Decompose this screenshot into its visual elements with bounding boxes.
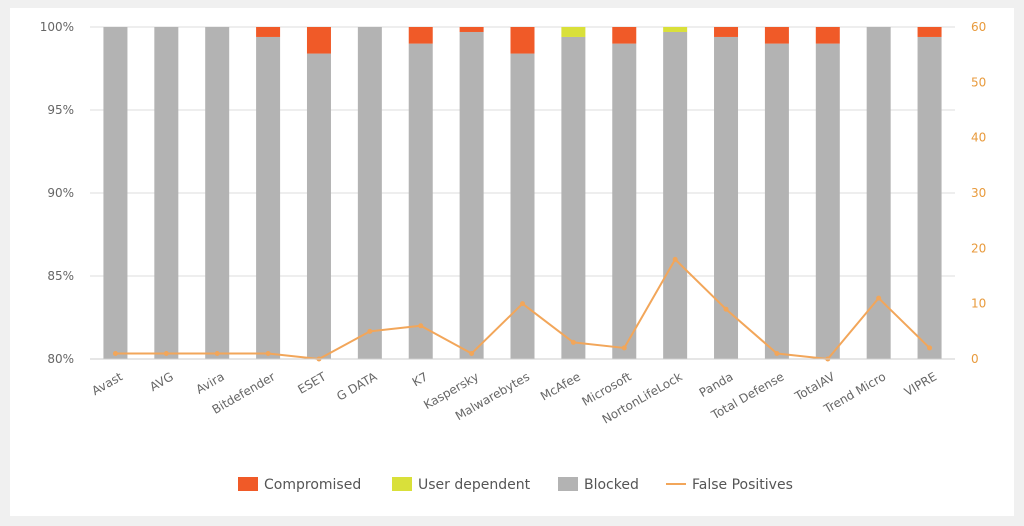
y-right-tick-label: 40: [971, 131, 986, 145]
legend-swatch-user-dependent: [392, 477, 412, 491]
x-tick-label: Avira: [194, 369, 227, 396]
y-left-tick-label: 85%: [47, 269, 74, 283]
legend-label-compromised: Compromised: [264, 477, 361, 493]
chart-card: 80% 85% 90% 95% 100% 0 10 20 30 40 50 60 Avast AVG Avi…: [10, 8, 1014, 516]
bar-blocked-avg[interactable]: [154, 27, 179, 359]
false-positives-point-avg[interactable]: [163, 350, 169, 356]
false-positives-point-nortonlifelock[interactable]: [672, 256, 678, 262]
legend-swatch-compromised: [238, 477, 258, 491]
false-positives-point-avira[interactable]: [214, 350, 220, 356]
legend-label-blocked: Blocked: [584, 477, 639, 493]
false-positives-point-kaspersky[interactable]: [469, 350, 475, 356]
y-right-tick-label: 50: [971, 75, 986, 89]
false-positives-point-mcafee[interactable]: [570, 339, 576, 345]
bar-compromised-k7[interactable]: [408, 27, 433, 44]
bar-blocked-total-defense[interactable]: [764, 43, 789, 359]
bar-blocked-g-data[interactable]: [357, 27, 382, 359]
false-positives-point-panda[interactable]: [723, 306, 729, 312]
x-tick-label: VIPRE: [902, 369, 939, 399]
false-positives-point-microsoft[interactable]: [621, 345, 627, 351]
legend: Compromised User dependent Blocked False…: [238, 477, 793, 493]
false-positives-point-g-data[interactable]: [367, 328, 373, 334]
y-right-tick-label: 30: [971, 186, 986, 200]
x-tick-label: G DATA: [334, 369, 380, 404]
bar-blocked-panda[interactable]: [714, 36, 739, 360]
legend-item-false-positives[interactable]: False Positives: [666, 477, 793, 493]
bar-compromised-eset[interactable]: [306, 27, 331, 54]
y-right-tick-label: 0: [971, 352, 979, 366]
x-tick-label: AVG: [147, 369, 176, 394]
bar-blocked-totalav[interactable]: [815, 43, 840, 359]
y-left-tick-label: 100%: [40, 20, 74, 34]
x-tick-label: Avast: [89, 369, 125, 398]
x-tick-label: K7: [410, 369, 430, 389]
bar-compromised-panda[interactable]: [714, 27, 739, 37]
false-positives-point-avast[interactable]: [112, 350, 118, 356]
bar-user-dependent-mcafee[interactable]: [561, 27, 586, 37]
bar-compromised-kaspersky[interactable]: [459, 27, 484, 32]
false-positives-point-k7[interactable]: [418, 323, 424, 329]
false-positives-line: [112, 256, 933, 362]
y-right-tick-label: 20: [971, 241, 986, 255]
bar-blocked-avast[interactable]: [103, 27, 128, 359]
bars: [103, 27, 942, 360]
bar-blocked-malwarebytes[interactable]: [510, 53, 535, 360]
false-positives-point-trend-micro[interactable]: [876, 295, 882, 301]
x-tick-label: Panda: [697, 369, 736, 399]
bar-blocked-eset[interactable]: [306, 53, 331, 360]
bar-compromised-totalav[interactable]: [815, 27, 840, 44]
x-tick-label: ESET: [295, 369, 329, 397]
bar-blocked-kaspersky[interactable]: [459, 31, 484, 359]
bar-blocked-mcafee[interactable]: [561, 36, 586, 360]
bar-blocked-k7[interactable]: [408, 43, 433, 359]
bar-blocked-nortonlifelock[interactable]: [663, 31, 688, 359]
legend-item-blocked[interactable]: Blocked: [558, 477, 639, 493]
y-left-tick-label: 80%: [47, 352, 74, 366]
false-positives-point-malwarebytes[interactable]: [520, 301, 525, 307]
bar-user-dependent-nortonlifelock[interactable]: [663, 27, 688, 32]
legend-label-user-dependent: User dependent: [418, 477, 531, 493]
bar-blocked-vipre[interactable]: [917, 36, 942, 360]
bar-compromised-bitdefender[interactable]: [256, 27, 281, 37]
bar-compromised-vipre[interactable]: [917, 27, 942, 37]
false-positives-point-bitdefender[interactable]: [265, 350, 271, 356]
chart: 80% 85% 90% 95% 100% 0 10 20 30 40 50 60 Avast AVG Avi…: [40, 20, 987, 493]
false-positives-point-vipre[interactable]: [927, 345, 933, 351]
legend-item-user-dependent[interactable]: User dependent: [392, 477, 531, 493]
false-positives-point-total-defense[interactable]: [774, 350, 780, 356]
bar-blocked-bitdefender[interactable]: [256, 36, 281, 360]
bar-blocked-trend-micro[interactable]: [866, 27, 891, 359]
legend-swatch-blocked: [558, 477, 578, 491]
x-tick-label: McAfee: [538, 369, 583, 403]
bar-compromised-total-defense[interactable]: [764, 27, 789, 44]
y-left-tick-label: 90%: [47, 186, 74, 200]
bar-blocked-avira[interactable]: [205, 27, 230, 359]
y-right-tick-label: 60: [971, 20, 986, 34]
legend-item-compromised[interactable]: Compromised: [238, 477, 361, 493]
y-left-tick-label: 95%: [47, 103, 74, 117]
bar-compromised-malwarebytes[interactable]: [510, 27, 535, 54]
legend-label-false-positives: False Positives: [692, 477, 793, 493]
bar-blocked-microsoft[interactable]: [612, 43, 637, 359]
y-right-tick-label: 10: [971, 297, 986, 311]
bar-compromised-microsoft[interactable]: [612, 27, 637, 44]
